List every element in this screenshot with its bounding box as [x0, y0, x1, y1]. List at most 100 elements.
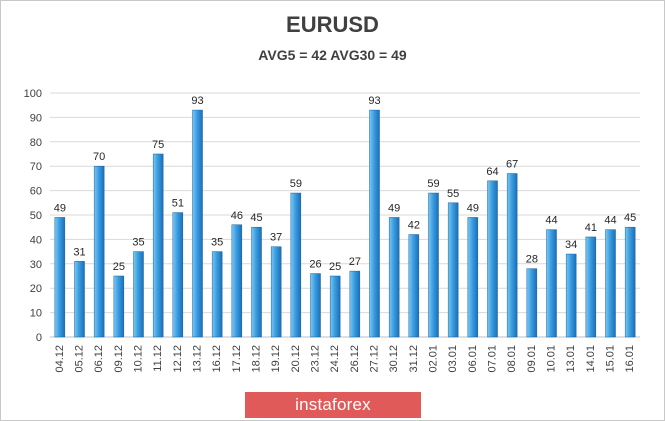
data-label: 55	[447, 188, 459, 200]
bar	[408, 234, 420, 338]
data-label: 93	[191, 95, 203, 107]
data-label: 75	[152, 139, 164, 151]
x-tick-label: 27.12	[369, 345, 381, 373]
x-tick-label: 16.12	[211, 345, 223, 373]
x-tick-label: 09.01	[526, 345, 538, 373]
bar	[428, 192, 439, 338]
bar	[133, 251, 144, 338]
chart-subtitle: AVG5 = 42 AVG30 = 49	[258, 47, 407, 63]
x-tick-label: 13.01	[565, 345, 577, 373]
x-tick-label: 16.01	[624, 345, 636, 373]
bar	[585, 236, 597, 338]
bar	[290, 192, 302, 338]
bar	[565, 253, 577, 338]
bar	[349, 270, 361, 338]
bar	[231, 224, 243, 338]
x-tick-label: 06.12	[93, 345, 105, 373]
data-label: 59	[427, 178, 439, 190]
y-tick-label: 70	[30, 161, 42, 173]
x-tick-label: 06.01	[467, 345, 479, 373]
data-label: 35	[211, 237, 223, 249]
bar	[113, 275, 125, 338]
x-tick-label: 03.01	[447, 345, 459, 373]
data-label: 70	[93, 151, 105, 163]
x-tick-label: 11.12	[152, 345, 164, 372]
x-tick-label: 17.12	[231, 345, 243, 373]
y-tick-label: 10	[30, 308, 42, 320]
bar	[152, 153, 164, 338]
bar	[546, 229, 557, 338]
data-label: 67	[506, 159, 518, 171]
data-label: 28	[526, 254, 538, 266]
x-tick-label: 13.12	[192, 345, 204, 373]
data-label: 59	[290, 178, 302, 190]
data-label: 45	[624, 212, 636, 224]
bar	[624, 226, 636, 338]
bar	[251, 226, 262, 338]
data-label: 44	[545, 215, 557, 227]
y-tick-label: 40	[30, 234, 42, 246]
x-axis-ticks: 04.12 05.12 06.12 09.12 10.12 11.12 12.12 13.12…	[54, 345, 636, 373]
bars	[54, 109, 636, 338]
brand-logo: instaforex	[245, 392, 421, 418]
gridlines	[50, 92, 640, 338]
bar	[270, 246, 282, 338]
bar	[605, 229, 616, 338]
x-tick-label: 02.01	[428, 345, 440, 373]
bar	[487, 180, 498, 338]
bar	[388, 217, 400, 338]
bar	[192, 109, 203, 338]
y-tick-label: 30	[30, 259, 42, 271]
data-label: 37	[270, 232, 282, 244]
bar	[310, 273, 321, 338]
data-label: 51	[172, 198, 184, 210]
y-axis-ticks: 0 10 20 30 40 50 60 70 80 90 100	[24, 88, 42, 344]
x-tick-label: 30.12	[388, 345, 400, 373]
bar	[74, 261, 85, 338]
y-tick-label: 90	[30, 112, 42, 124]
data-labels: 49 31 70 25 35 75 51 93 35 46 45 37 59 26 25 27 93 49 42 59…	[54, 95, 637, 273]
data-label: 26	[309, 259, 321, 271]
data-label: 46	[231, 210, 243, 222]
x-tick-label: 09.12	[113, 345, 125, 373]
x-tick-label: 24.12	[329, 345, 341, 373]
x-tick-label: 07.01	[487, 345, 499, 373]
bar	[506, 173, 518, 338]
x-tick-label: 26.12	[349, 345, 361, 373]
x-tick-label: 14.01	[585, 345, 597, 373]
y-tick-label: 80	[30, 137, 42, 149]
bar	[467, 217, 479, 338]
data-label: 64	[486, 166, 498, 178]
x-tick-label: 20.12	[290, 345, 302, 373]
data-label: 34	[565, 239, 577, 251]
y-tick-label: 60	[30, 186, 42, 198]
x-tick-label: 10.01	[546, 345, 558, 373]
bar	[329, 275, 341, 338]
data-label: 25	[329, 261, 341, 273]
y-tick-label: 100	[24, 88, 42, 100]
data-label: 27	[349, 256, 361, 268]
data-label: 35	[132, 237, 144, 249]
bar	[93, 165, 105, 338]
x-tick-label: 18.12	[251, 345, 263, 373]
data-label: 49	[467, 202, 479, 214]
x-tick-label: 12.12	[172, 345, 184, 373]
data-label: 44	[604, 215, 616, 227]
y-tick-label: 20	[30, 283, 42, 295]
y-tick-label: 0	[36, 332, 42, 344]
x-tick-label: 31.12	[408, 345, 420, 373]
bar	[172, 212, 184, 338]
data-label: 42	[408, 220, 420, 232]
x-tick-label: 23.12	[310, 345, 322, 373]
bar	[54, 217, 66, 338]
bar	[447, 202, 459, 338]
bar	[369, 109, 380, 338]
x-tick-label: 15.01	[605, 345, 617, 373]
data-label: 45	[250, 212, 262, 224]
data-label: 49	[388, 202, 400, 214]
data-label: 31	[73, 246, 85, 258]
x-tick-label: 19.12	[270, 345, 282, 373]
data-label: 25	[113, 261, 125, 273]
